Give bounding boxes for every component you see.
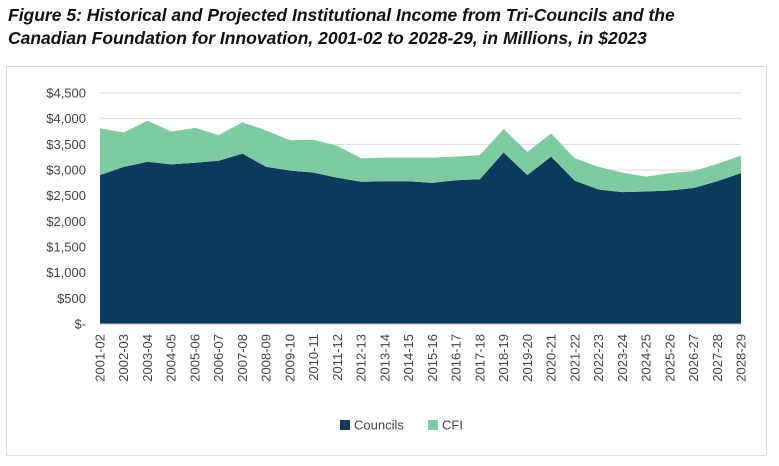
x-tick-label: 2007-08 (235, 334, 250, 382)
x-tick-label: 2020-21 (544, 334, 559, 382)
y-tick-label: $3,500 (46, 137, 86, 152)
x-tick-label: 2005-06 (187, 334, 202, 382)
x-tick-label: 2012-13 (354, 334, 369, 382)
x-tick-label: 2001-02 (93, 334, 108, 382)
y-tick-label: $3,000 (46, 163, 86, 178)
x-tick-label: 2008-09 (259, 334, 274, 382)
legend-swatch-councils (340, 420, 350, 430)
x-tick-label: 2021-22 (567, 334, 582, 382)
x-tick-label: 2023-24 (615, 334, 630, 382)
figure-title-line-2: Canadian Foundation for Innovation, 2001… (8, 28, 647, 48)
x-tick-label: 2026-27 (686, 334, 701, 382)
x-tick-label: 2027-28 (710, 334, 725, 382)
x-tick-label: 2009-10 (282, 334, 297, 382)
x-tick-label: 2022-23 (591, 334, 606, 382)
figure-title-line-1: Figure 5: Historical and Projected Insti… (8, 5, 675, 25)
x-tick-label: 2028-29 (734, 334, 749, 382)
y-tick-label: $2,000 (46, 214, 86, 229)
y-tick-label: $1,500 (46, 240, 86, 255)
x-tick-label: 2024-25 (639, 334, 654, 382)
area-councils (100, 152, 741, 324)
x-tick-label: 2002-03 (116, 334, 131, 382)
x-tick-label: 2011-12 (330, 334, 345, 381)
y-tick-label: $4,500 (46, 86, 86, 101)
y-tick-label: $1,000 (46, 265, 86, 280)
x-tick-label: 2013-14 (377, 334, 392, 382)
x-tick-label: 2017-18 (472, 334, 487, 382)
x-tick-label: 2006-07 (211, 334, 226, 382)
x-tick-label: 2019-20 (520, 334, 535, 382)
area-series (100, 120, 741, 324)
legend: Councils CFI (340, 418, 463, 433)
x-tick-label: 2015-16 (425, 334, 440, 382)
area-cfi (100, 120, 741, 193)
x-tick-label: 2003-04 (140, 334, 155, 382)
y-tick-label: $- (74, 317, 86, 332)
x-tick-label: 2010-11 (306, 334, 321, 381)
legend-label-cfi: CFI (442, 418, 463, 433)
x-tick-label: 2016-17 (449, 334, 464, 382)
x-tick-label: 2025-26 (662, 334, 677, 382)
legend-label-councils: Councils (354, 418, 404, 433)
figure-title: Figure 5: Historical and Projected Insti… (8, 4, 773, 50)
x-tick-label: 2004-05 (164, 334, 179, 382)
y-axis: $- $500 $1,000 $1,500 $2,000 $2,500 $3,000 $3,5… (46, 86, 86, 332)
x-tick-label: 2014-15 (401, 334, 416, 382)
x-tick-label: 2018-19 (496, 334, 511, 382)
y-tick-label: $2,500 (46, 188, 86, 203)
x-axis: 2001-02 2002-03 2003-04 2004-05 2005-06 2006-… (93, 323, 749, 382)
y-tick-label: $4,000 (46, 111, 86, 126)
y-tick-label: $500 (57, 291, 86, 306)
legend-swatch-cfi (428, 420, 438, 430)
